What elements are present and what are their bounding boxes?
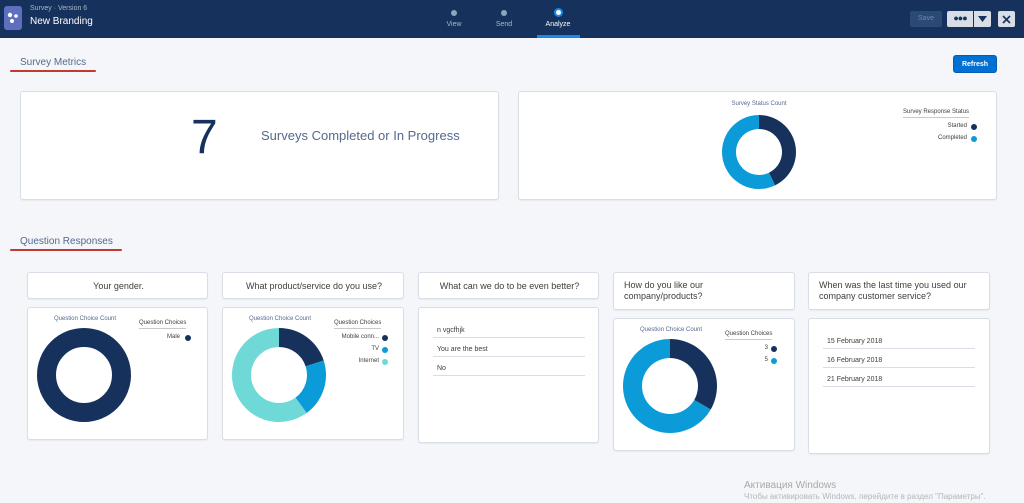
top-header: Survey · Version 6 New Branding View Sen… (0, 0, 1024, 38)
surveys-count-label: Surveys Completed or In Progress (261, 128, 460, 143)
survey-version-label: Survey · Version 6 (30, 5, 88, 12)
tab-send-label: Send (495, 21, 513, 28)
question-3-responses-card: n vgcfhjk You are the best No (418, 307, 599, 443)
red-underline-annotation (10, 249, 122, 251)
legend-item-3: 3 (764, 345, 768, 351)
donut-slice-completed (722, 115, 776, 189)
survey-status-donut-chart (722, 115, 796, 189)
question-3-title: What can we do to be even better? (439, 281, 580, 291)
close-button[interactable] (998, 11, 1015, 27)
step-dot-icon (501, 10, 507, 16)
legend-item-5: 5 (764, 357, 768, 363)
surveys-count-card: 7 Surveys Completed or In Progress (20, 91, 499, 200)
question-1-chart-card: Question Choice Count Question Choices M… (27, 307, 208, 440)
donut-slice-tv (295, 360, 326, 414)
active-tab-indicator (537, 35, 580, 38)
survey-status-legend-title: Survey Response Status (903, 109, 970, 118)
question-4-chart-title: Question Choice Count (639, 327, 703, 333)
question-4-header: How do you like our company/products? (613, 272, 795, 310)
list-item: 15 February 2018 (823, 335, 975, 349)
question-2-chart-card: Question Choice Count Question Choices M… (222, 307, 404, 440)
legend-item-completed: Completed (937, 135, 967, 141)
legend-dot-icon (971, 124, 977, 130)
survey-app-icon (4, 6, 22, 30)
save-button[interactable]: Save (910, 11, 942, 27)
survey-status-chart-title: Survey Status Count (731, 101, 787, 107)
donut-slice-internet (231, 328, 307, 422)
survey-metrics-heading: Survey Metrics (20, 57, 87, 68)
red-underline-annotation (10, 70, 96, 72)
question-2-donut-chart (231, 328, 326, 422)
legend-item-male: Male (166, 334, 180, 340)
donut-slice-started (759, 115, 796, 186)
tab-analyze-label: Analyze (545, 21, 571, 28)
question-4-title-line1: How do you like our (624, 280, 704, 290)
question-3-header: What can we do to be even better? (418, 272, 599, 299)
question-2-header: What product/service do you use? (222, 272, 404, 299)
question-4-chart-card: Question Choice Count Question Choices 3… (613, 318, 795, 451)
tab-send[interactable]: Send (474, 8, 534, 28)
question-1-chart-title: Question Choice Count (53, 316, 117, 322)
question-2-chart-title: Question Choice Count (248, 316, 312, 322)
question-5-title-line1: When was the last time you used our (819, 280, 967, 290)
legend-dot-icon (971, 136, 977, 142)
donut-slice-male (37, 328, 131, 422)
list-item: 16 February 2018 (823, 354, 975, 368)
tab-view[interactable]: View (424, 8, 484, 28)
donut-slice-5 (623, 339, 711, 433)
legend-dot-icon (771, 346, 777, 352)
legend-dot-icon (771, 358, 777, 364)
legend-dot-icon (185, 335, 191, 341)
question-1-donut-chart (37, 328, 131, 422)
list-item: 21 February 2018 (823, 373, 975, 387)
legend-dot-icon (382, 359, 388, 365)
tab-view-label: View (446, 21, 462, 28)
legend-dot-icon (382, 335, 388, 341)
question-4-title-line2: company/products? (624, 291, 703, 301)
surveys-count-value: 7 (191, 111, 218, 164)
survey-status-card: Survey Status Count Survey Response Stat… (518, 91, 997, 200)
step-dot-icon (451, 10, 457, 16)
question-1-legend-title: Question Choices (139, 320, 187, 329)
question-1-title: Your gender. (93, 281, 144, 291)
windows-activation-watermark-title: Активация Windows (744, 480, 837, 491)
question-4-legend-title: Question Choices (725, 331, 773, 340)
step-dot-active-icon (553, 8, 563, 17)
question-4-donut-chart (623, 339, 717, 433)
chevron-down-icon (978, 16, 987, 22)
legend-item-mobile-connection: Mobile conn... (341, 334, 379, 340)
legend-item-internet: Internet (358, 358, 379, 364)
question-2-legend-title: Question Choices (334, 320, 382, 329)
list-item: You are the best (433, 343, 585, 357)
legend-item-started: Started (947, 123, 967, 129)
question-1-header: Your gender. (27, 272, 208, 299)
question-2-title: What product/service do you use? (245, 281, 383, 291)
refresh-button[interactable]: Refresh (953, 55, 997, 73)
question-responses-heading: Question Responses (20, 236, 113, 247)
list-item: No (433, 362, 585, 376)
dropdown-button[interactable] (974, 11, 991, 27)
legend-item-tv: TV (371, 346, 379, 352)
list-item: n vgcfhjk (433, 324, 585, 338)
donut-slice-3 (670, 339, 717, 410)
legend-dot-icon (382, 347, 388, 353)
more-actions-button[interactable]: ●●● (947, 11, 973, 27)
question-5-title-line2: company customer service? (819, 291, 932, 301)
close-icon (1002, 15, 1011, 24)
question-5-header: When was the last time you used our comp… (808, 272, 990, 310)
windows-activation-watermark-text: Чтобы активировать Windows, перейдите в … (744, 492, 986, 501)
donut-slice-mobile-conn (279, 328, 324, 367)
survey-title: New Branding (30, 16, 93, 27)
tab-analyze[interactable]: Analyze (528, 8, 588, 28)
question-5-responses-card: 15 February 2018 16 February 2018 21 Feb… (808, 318, 990, 454)
